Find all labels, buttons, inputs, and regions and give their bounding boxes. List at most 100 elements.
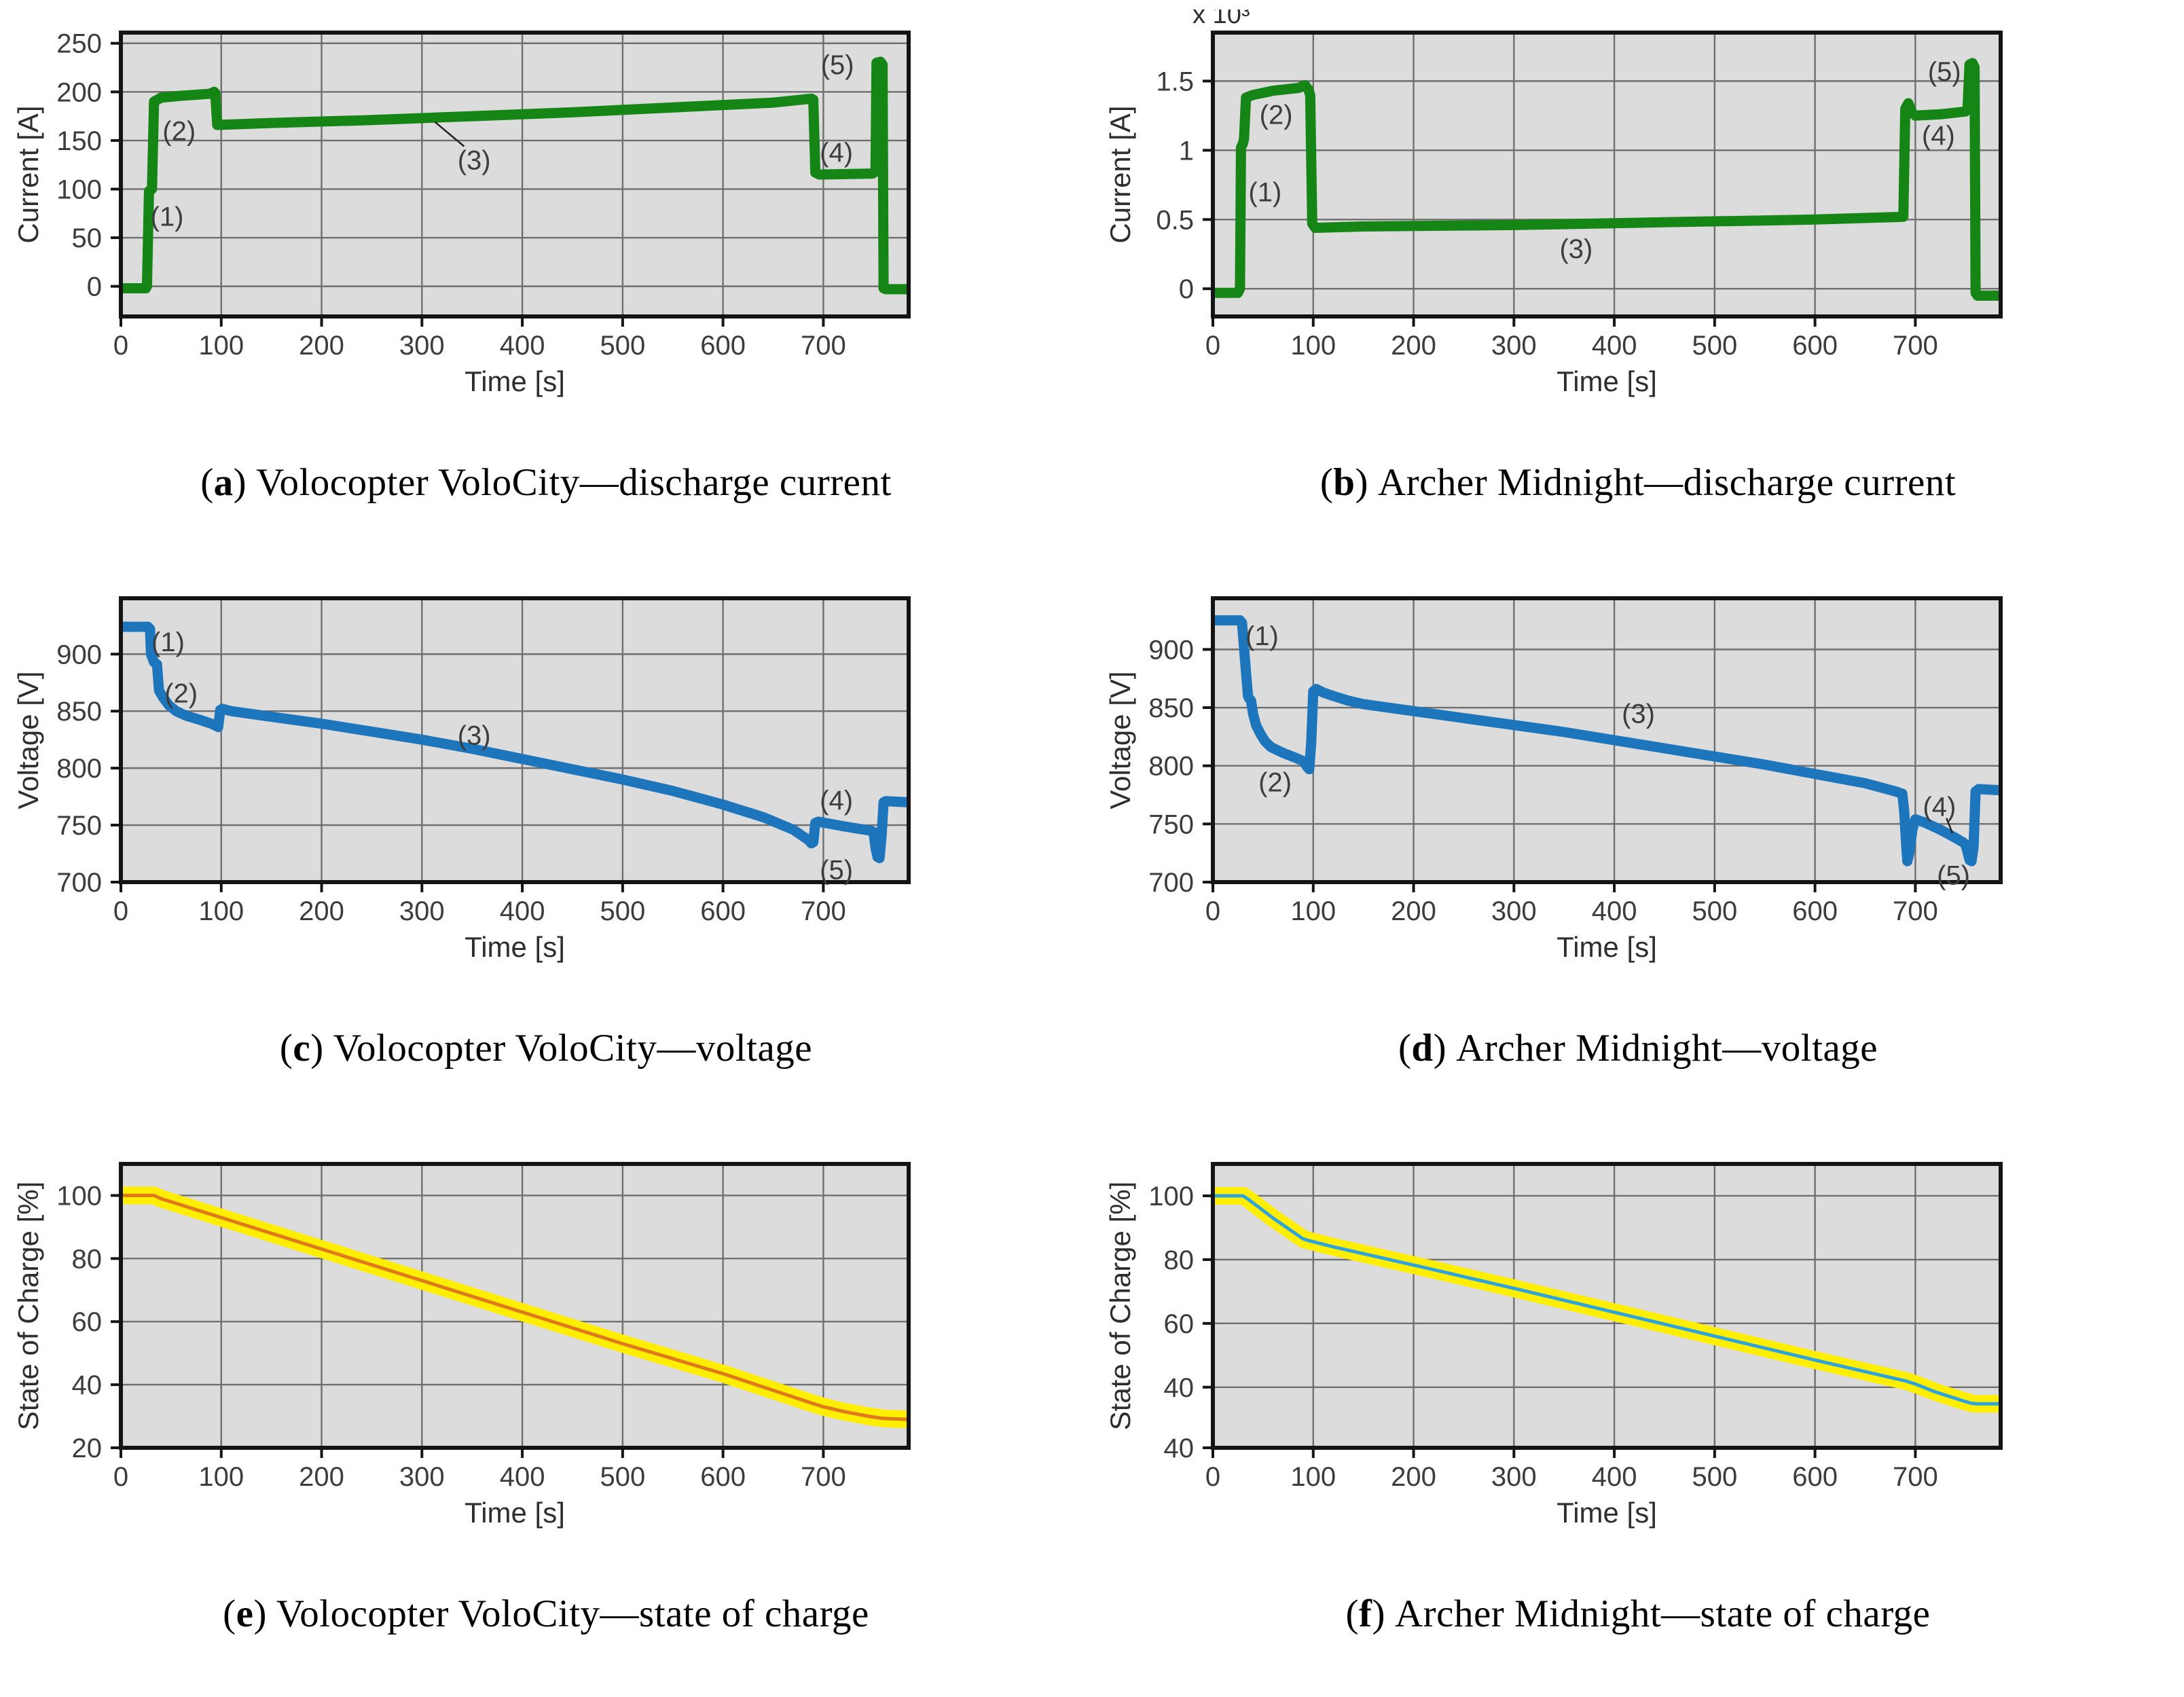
series-discharge-current bbox=[1213, 58, 2001, 301]
y-axis-label: State of Charge [%] bbox=[1104, 1182, 1136, 1431]
svg-text:700: 700 bbox=[1893, 331, 1938, 361]
svg-text:200: 200 bbox=[56, 77, 102, 107]
svg-text:300: 300 bbox=[399, 331, 445, 361]
tick-labels: 0 100 200 300 400 500 600 700 0 50 100 150 200 250 bbox=[56, 29, 846, 361]
axis-border bbox=[119, 596, 911, 884]
caption-title: Archer Midnight—voltage bbox=[1456, 1027, 1878, 1070]
svg-text:600: 600 bbox=[700, 331, 746, 361]
axis-labels: Current [A] Time [s] x 10³ bbox=[1104, 10, 1657, 397]
axis-border bbox=[1211, 1162, 2003, 1450]
svg-text:400: 400 bbox=[500, 896, 545, 926]
svg-text:60: 60 bbox=[72, 1307, 103, 1337]
panel-c: 0 100 200 300 400 500 600 700 700 750 800 850 900 Vol… bbox=[0, 566, 1092, 1131]
svg-text:250: 250 bbox=[56, 29, 102, 59]
annotation-label: (5) bbox=[1937, 861, 1970, 891]
svg-text:200: 200 bbox=[1391, 896, 1436, 926]
annotation-label: (4) bbox=[820, 138, 853, 168]
svg-text:500: 500 bbox=[600, 896, 645, 926]
x-axis-label: Time [s] bbox=[465, 1497, 565, 1529]
svg-text:0: 0 bbox=[87, 272, 102, 302]
svg-text:700: 700 bbox=[1893, 1462, 1938, 1492]
caption-letter: (c) bbox=[279, 1027, 324, 1070]
caption-a: (a) Volocopter VoloCity—discharge current bbox=[200, 460, 892, 505]
caption-letter: (f) bbox=[1345, 1592, 1385, 1635]
svg-text:80: 80 bbox=[1164, 1245, 1195, 1275]
svg-text:100: 100 bbox=[1290, 1462, 1336, 1492]
annotation-label: (5) bbox=[1928, 57, 1961, 87]
panel-f: 0 100 200 300 400 500 600 700 40 40 60 80 100 State o… bbox=[1092, 1131, 2184, 1697]
svg-text:300: 300 bbox=[1491, 896, 1537, 926]
x-axis-label: Time [s] bbox=[1557, 931, 1657, 963]
svg-text:600: 600 bbox=[700, 896, 746, 926]
svg-text:700: 700 bbox=[801, 331, 846, 361]
annotation-label: (3) bbox=[1622, 699, 1655, 729]
axis-labels: Voltage [V] Time [s] bbox=[1104, 671, 1657, 963]
panel-b: 0 100 200 300 400 500 600 700 0 0.5 1 1.5 Current [A… bbox=[1092, 0, 2184, 566]
svg-text:200: 200 bbox=[299, 331, 344, 361]
caption-title: Volocopter VoloCity—state of charge bbox=[276, 1592, 869, 1635]
svg-text:500: 500 bbox=[1692, 1462, 1737, 1492]
svg-text:700: 700 bbox=[56, 868, 102, 898]
svg-text:100: 100 bbox=[1290, 331, 1336, 361]
tick-labels: 0 100 200 300 400 500 600 700 0 0.5 1 1.5 bbox=[1156, 67, 1937, 361]
tick-labels: 0 100 200 300 400 500 600 700 700 750 800 850 900 bbox=[1148, 635, 1938, 926]
caption-title: Archer Midnight—discharge current bbox=[1377, 461, 1956, 504]
y-axis-label: Current [A] bbox=[12, 105, 44, 243]
axis-border bbox=[1211, 31, 2003, 318]
plot-background bbox=[121, 33, 909, 316]
svg-text:100: 100 bbox=[56, 175, 102, 204]
axis-border bbox=[1211, 596, 2003, 884]
svg-text:850: 850 bbox=[1148, 693, 1194, 723]
svg-text:400: 400 bbox=[1592, 331, 1637, 361]
axis-labels: State of Charge [%] Time [s] bbox=[1104, 1182, 1657, 1529]
svg-text:60: 60 bbox=[1164, 1309, 1195, 1339]
annotations: (1) (2) (3) (4) (5) bbox=[151, 50, 854, 232]
annotation-label: (4) bbox=[820, 786, 853, 816]
caption-letter: (b) bbox=[1320, 461, 1368, 504]
caption-f: (f) Archer Midnight—state of charge bbox=[1346, 1592, 1931, 1636]
annotation-label: (4) bbox=[1923, 792, 1956, 822]
svg-text:500: 500 bbox=[600, 1462, 645, 1492]
series-voltage bbox=[1213, 615, 2001, 866]
svg-text:40: 40 bbox=[1164, 1434, 1195, 1463]
x-axis-label: Time [s] bbox=[1557, 365, 1657, 397]
svg-text:100: 100 bbox=[1148, 1182, 1194, 1211]
svg-text:300: 300 bbox=[1491, 1462, 1537, 1492]
axis-labels: State of Charge [%] Time [s] bbox=[12, 1182, 565, 1529]
series-soc-center bbox=[1213, 1194, 2001, 1406]
axis-labels: Current [A] Time [s] bbox=[12, 105, 565, 397]
svg-text:500: 500 bbox=[1692, 896, 1737, 926]
svg-text:0: 0 bbox=[113, 1462, 128, 1492]
svg-text:100: 100 bbox=[198, 331, 244, 361]
caption-letter: (e) bbox=[223, 1592, 267, 1635]
annotation-label: (3) bbox=[458, 720, 491, 750]
series-discharge-current bbox=[121, 56, 909, 295]
annotation-label: (3) bbox=[1559, 234, 1592, 264]
svg-text:500: 500 bbox=[600, 331, 645, 361]
svg-text:0: 0 bbox=[1205, 1462, 1220, 1492]
svg-text:700: 700 bbox=[1148, 868, 1194, 898]
svg-text:500: 500 bbox=[1692, 331, 1737, 361]
annotation-label: (1) bbox=[151, 627, 185, 657]
y-axis-label: Current [A] bbox=[1104, 105, 1136, 243]
svg-text:300: 300 bbox=[399, 896, 445, 926]
axis-border bbox=[119, 1162, 911, 1450]
axis-exponent-label: x 10³ bbox=[1193, 10, 1250, 29]
tick-labels: 0 100 200 300 400 500 600 700 40 40 60 80 100 bbox=[1148, 1182, 1938, 1492]
annotation-label: (2) bbox=[164, 678, 198, 708]
svg-text:80: 80 bbox=[72, 1244, 103, 1274]
svg-text:40: 40 bbox=[1164, 1373, 1195, 1403]
svg-text:100: 100 bbox=[198, 1462, 244, 1492]
svg-text:40: 40 bbox=[72, 1370, 103, 1400]
svg-text:200: 200 bbox=[1391, 1462, 1436, 1492]
chart-volocity-discharge-current: 0 100 200 300 400 500 600 700 0 50 100 150 200 250 Cur… bbox=[12, 29, 911, 397]
annotation-label: (2) bbox=[162, 117, 196, 147]
annotation-label: (2) bbox=[1258, 768, 1292, 798]
annotation-leader-line bbox=[1946, 818, 1954, 834]
svg-text:600: 600 bbox=[1792, 896, 1838, 926]
svg-text:700: 700 bbox=[1893, 896, 1938, 926]
svg-text:0: 0 bbox=[113, 896, 128, 926]
svg-text:0: 0 bbox=[1205, 331, 1220, 361]
